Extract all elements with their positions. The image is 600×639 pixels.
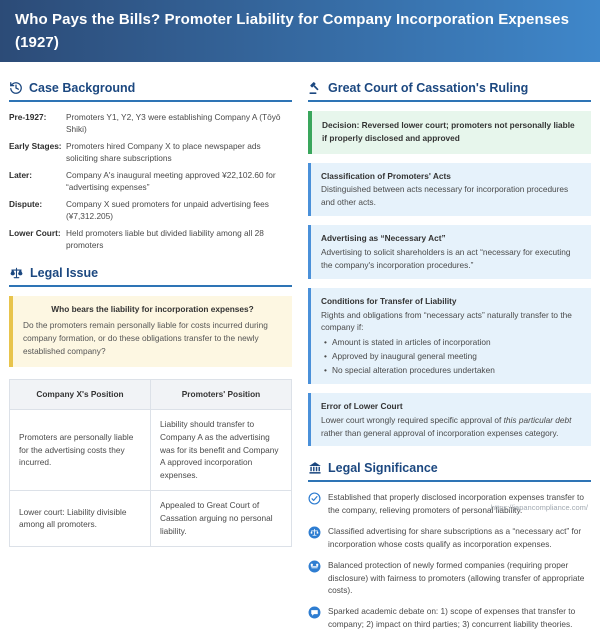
right-column: Great Court of Cassation's Ruling Decisi… (308, 66, 591, 639)
check-circle-icon (308, 492, 321, 505)
ruling-box-advertising: Advertising as “Necessary Act” Advertisi… (308, 225, 591, 279)
condition-bullet: No special alteration procedures underta… (321, 364, 581, 377)
legal-issue-callout: Who bears the liability for incorporatio… (9, 296, 292, 367)
case-row-label: Later: (9, 169, 33, 180)
case-row-pre-1927: Pre-1927: Promoters Y1, Y2, Y3 were esta… (9, 111, 292, 136)
ruling-header: Great Court of Cassation's Ruling (308, 81, 591, 102)
table-row: Lower court: Liability divisible among a… (9, 490, 292, 547)
cell-promoters-claim: Liability should transfer to Company A a… (150, 408, 292, 492)
legal-issue-question: Who bears the liability for incorporatio… (51, 304, 254, 315)
case-row-text: Company X sued promoters for unpaid adve… (66, 198, 269, 222)
legal-issue-title: Legal Issue (30, 266, 99, 281)
significance-item-debate: Sparked academic debate on: 1) scope of … (308, 605, 591, 630)
case-row-label: Lower Court: (9, 227, 61, 238)
column-promoters: Promoters' Position (150, 378, 292, 410)
decision-box: Decision: Reversed lower court; promoter… (308, 111, 591, 154)
ruling-box-error: Error of Lower Court Lower court wrongly… (308, 392, 591, 447)
scales-icon (9, 266, 24, 280)
case-background-title: Case Background (29, 81, 136, 95)
case-background-header: Case Background (9, 81, 292, 102)
significance-header: Legal Significance (308, 461, 591, 483)
ruling-box-heading: Conditions for Transfer of Liability (321, 295, 457, 306)
gavel-icon (308, 81, 322, 95)
debate-circle-icon (308, 606, 321, 619)
ruling-box-classification: Classification of Promoters' Acts Distin… (308, 162, 591, 217)
legal-issue-header: Legal Issue (9, 266, 292, 288)
case-row-text: Promoters Y1, Y2, Y3 were establishing C… (66, 112, 281, 135)
significance-item-transfer: Established that properly disclosed inco… (308, 491, 591, 516)
ruling-box-heading: Advertising as “Necessary Act” (321, 233, 446, 244)
ruling-box-heading: Classification of Promoters' Acts (321, 170, 451, 181)
significance-item-classification: Classified advertising for share subscri… (308, 525, 591, 550)
balance-circle-icon (308, 560, 321, 573)
significance-text: Established that properly disclosed inco… (328, 492, 584, 515)
case-row-later: Later: Company A's inaugural meeting app… (9, 169, 292, 194)
left-column: Case Background Pre-1927: Promoters Y1, … (9, 66, 292, 639)
case-row-text: Held promoters liable but divided liabil… (66, 227, 264, 250)
condition-bullet: Approved by inaugural general meeting (321, 350, 581, 363)
case-row-lower-court: Lower Court: Held promoters liable but d… (9, 227, 292, 252)
case-row-dispute: Dispute: Company X sued promoters for un… (9, 198, 292, 223)
source-url[interactable]: https://japancompliance.com/ (490, 503, 588, 512)
body-italic: this particular debt (503, 414, 572, 425)
case-row-label: Early Stages: (9, 140, 62, 151)
cell-company-x-claim: Promoters are personally liable for the … (9, 408, 151, 492)
conditions-bullet-list: Amount is stated in articles of incorpor… (321, 336, 581, 377)
cell-company-x-lower-court: Lower court: Liability divisible among a… (9, 490, 151, 547)
significance-item-balance: Balanced protection of newly formed comp… (308, 559, 591, 596)
history-icon (9, 81, 23, 95)
ruling-title: Great Court of Cassation's Ruling (328, 81, 529, 95)
infographic-page: { "page": { "footer_url": "https://japan… (0, 0, 600, 517)
scales-circle-icon (308, 526, 321, 539)
content-area: Case Background Pre-1927: Promoters Y1, … (0, 62, 600, 639)
case-row-text: Company A's inaugural meeting approved ¥… (66, 169, 276, 193)
cell-promoters-appeal: Appealed to Great Court of Cassation arg… (150, 490, 292, 547)
ruling-box-body: Rights and obligations from “necessary a… (321, 309, 572, 333)
bank-icon (308, 461, 322, 475)
column-company-x: Company X's Position (9, 378, 151, 410)
case-row-early-stages: Early Stages: Promoters hired Company X … (9, 140, 292, 165)
significance-text: Classified advertising for share subscri… (328, 526, 582, 549)
significance-title: Legal Significance (328, 461, 438, 476)
body-suffix: rather than general approval of incorpor… (321, 427, 559, 438)
page-title: Who Pays the Bills? Promoter Liability f… (15, 11, 570, 51)
ruling-box-body: Lower court wrongly required specific ap… (321, 414, 581, 440)
header-banner: Who Pays the Bills? Promoter Liability f… (0, 0, 600, 62)
case-row-label: Pre-1927: (9, 112, 47, 122)
positions-table: Company X's Position Promoters' Position… (9, 378, 292, 547)
significance-text: Balanced protection of newly formed comp… (328, 560, 585, 596)
ruling-box-body: Advertising to solicit shareholders is a… (321, 246, 571, 270)
case-row-label: Dispute: (9, 198, 43, 209)
table-row: Promoters are personally liable for the … (9, 408, 292, 492)
condition-bullet: Amount is stated in articles of incorpor… (321, 336, 581, 349)
case-background-list: Pre-1927: Promoters Y1, Y2, Y3 were esta… (9, 111, 292, 251)
ruling-box-body: Distinguished between acts necessary for… (321, 184, 569, 208)
ruling-box-conditions: Conditions for Transfer of Liability Rig… (308, 287, 591, 384)
positions-table-header-row: Company X's Position Promoters' Position (9, 378, 292, 410)
case-row-text: Promoters hired Company X to place newsp… (66, 140, 261, 164)
legal-issue-description: Do the promoters remain personally liabl… (23, 320, 268, 357)
body-prefix: Lower court wrongly required specific ap… (321, 414, 504, 425)
significance-text: Sparked academic debate on: 1) scope of … (328, 606, 576, 629)
ruling-box-heading: Error of Lower Court (321, 400, 403, 411)
